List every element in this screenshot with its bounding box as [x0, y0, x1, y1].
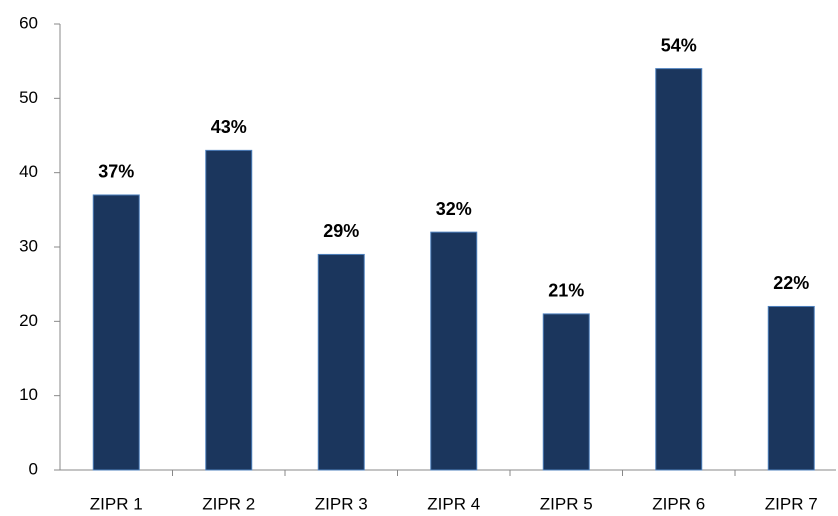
bar	[317, 253, 365, 471]
bar	[205, 149, 253, 471]
bar	[767, 305, 815, 471]
bar	[542, 313, 590, 471]
value-label: 29%	[323, 221, 359, 241]
x-tick-label: ZIPR 2	[202, 494, 255, 513]
y-tick-label: 20	[19, 311, 38, 330]
value-label: 37%	[98, 162, 134, 182]
y-tick-label: 50	[19, 88, 38, 107]
x-tick-label: ZIPR 3	[315, 494, 368, 513]
value-label: 54%	[661, 35, 697, 55]
y-tick-label: 30	[19, 236, 38, 255]
x-tick-label: ZIPR 7	[765, 494, 818, 513]
bar	[430, 231, 478, 471]
x-tick-label: ZIPR 1	[90, 494, 143, 513]
bar	[655, 68, 703, 471]
bar	[92, 194, 140, 471]
y-tick-label: 40	[19, 162, 38, 181]
x-tick-label: ZIPR 4	[427, 494, 480, 513]
value-label: 21%	[548, 281, 584, 301]
x-tick-label: ZIPR 5	[540, 494, 593, 513]
y-tick-label: 0	[29, 459, 38, 478]
x-tick-label: ZIPR 6	[652, 494, 705, 513]
value-label: 22%	[773, 273, 809, 293]
y-tick-label: 10	[19, 385, 38, 404]
value-label: 32%	[436, 199, 472, 219]
y-tick-label: 60	[19, 13, 38, 32]
value-label: 43%	[211, 117, 247, 137]
